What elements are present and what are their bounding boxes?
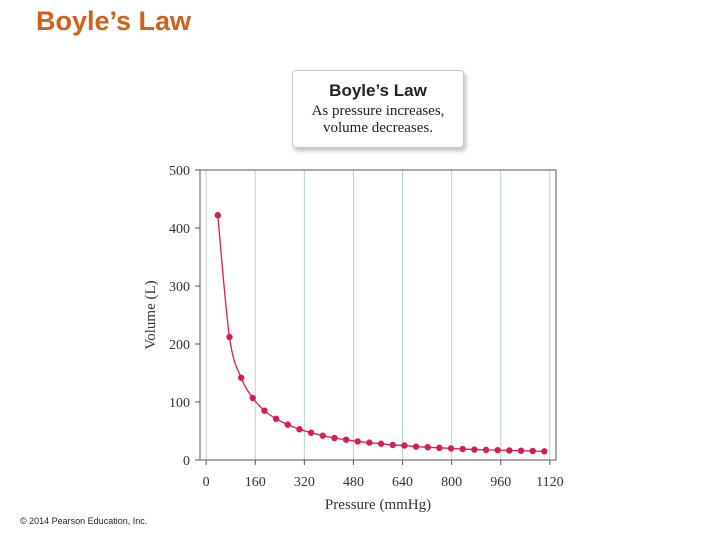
data-point	[389, 441, 396, 449]
data-point	[249, 394, 256, 402]
grid-lines	[205, 170, 551, 460]
data-point	[436, 444, 443, 452]
x-axis-title: Pressure (mmHg)	[325, 497, 431, 513]
data-point	[319, 432, 326, 439]
data-point	[459, 445, 466, 453]
x-tick-label: 800	[441, 475, 462, 490]
data-point	[412, 443, 420, 450]
callout-line-1: As pressure increases,	[311, 103, 445, 119]
callout-body: As pressure increases, volume decreases.	[293, 103, 463, 137]
data-point	[307, 429, 315, 436]
callout-title: Boyle’s Law	[329, 81, 427, 100]
data-point	[401, 442, 408, 449]
data-point	[447, 445, 455, 452]
data-point	[506, 447, 513, 454]
data-point	[214, 212, 221, 219]
x-tick-label: 0	[203, 475, 210, 490]
x-tick-label: 480	[343, 475, 364, 490]
y-tick-label: 500	[169, 164, 190, 179]
data-point	[354, 438, 361, 445]
copyright-text: © 2014 Pearson Education, Inc.	[20, 516, 148, 526]
data-point	[529, 447, 536, 455]
data-point	[261, 407, 268, 414]
y-axis-title: Volume (L)	[143, 280, 159, 349]
data-point	[296, 426, 303, 433]
data-point	[237, 374, 245, 381]
data-point	[517, 447, 525, 454]
y-tick-label: 200	[169, 338, 190, 353]
data-point	[471, 446, 478, 453]
x-tick-label: 160	[245, 475, 266, 490]
x-tick-label: 320	[294, 475, 315, 490]
data-point	[284, 421, 291, 428]
series-curve	[217, 215, 545, 452]
y-tick-label: 400	[169, 222, 190, 237]
callout-line-2: volume decreases.	[323, 120, 433, 136]
data-point	[272, 415, 280, 423]
x-tick-label: 640	[392, 475, 413, 490]
slide-title: Boyle’s Law	[36, 6, 192, 36]
plot-frame	[199, 169, 557, 461]
data-point	[342, 436, 350, 443]
data-points	[214, 212, 548, 455]
data-point	[331, 434, 338, 442]
data-point	[377, 440, 385, 447]
data-point	[482, 446, 490, 454]
data-point	[424, 444, 431, 451]
x-tick-label: 1120	[536, 475, 563, 490]
y-tick-label: 100	[169, 396, 190, 411]
callout-box: Boyle’s Law As pressure increases, volum…	[292, 70, 464, 148]
y-tick-label: 300	[169, 280, 190, 295]
data-point	[494, 446, 501, 454]
tick-labels: 0 160 320 480 640 800 960 1120 0 100 200 300 400 500	[169, 164, 564, 490]
data-point	[226, 333, 233, 341]
data-point	[541, 448, 548, 455]
data-point	[366, 439, 373, 446]
y-tick-label: 0	[183, 454, 190, 469]
x-tick-label: 960	[490, 475, 511, 490]
